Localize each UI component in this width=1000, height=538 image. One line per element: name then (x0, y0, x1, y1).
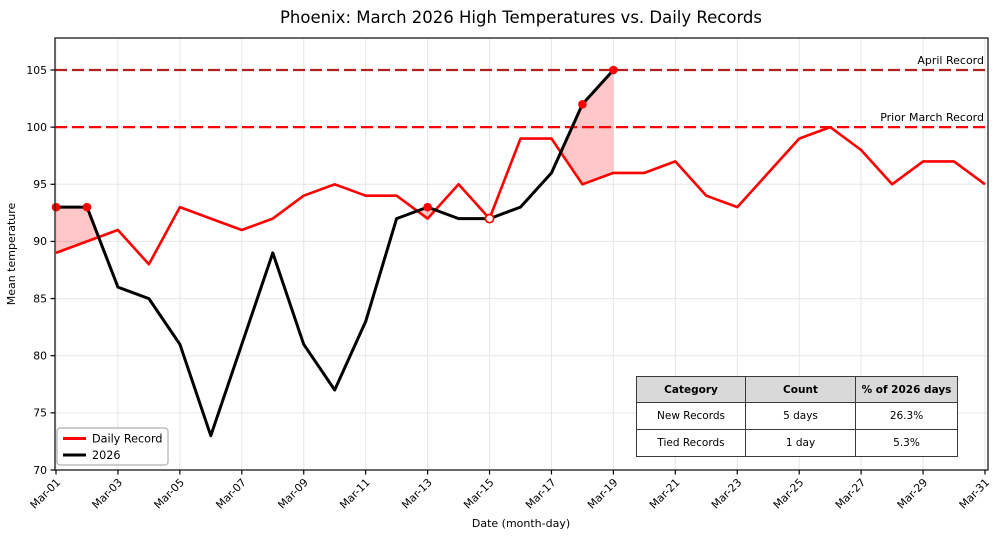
table-cell: 1 day (745, 429, 856, 457)
chart-title: Phoenix: March 2026 High Temperatures vs… (280, 8, 762, 27)
table-body: New Records 5 days 26.3% Tied Records 1 day 5… (636, 402, 958, 457)
table-cell: 26.3% (855, 402, 958, 430)
table-header-cell: Count (745, 376, 856, 403)
y-tick-label: 70 (33, 464, 47, 477)
tied-record-marker (484, 213, 495, 224)
reference-line-labels: April Record Prior March Record (880, 54, 984, 124)
legend-item-label: 2026 (92, 449, 120, 462)
tick-marks (50, 69, 986, 475)
y-tick-label: 105 (26, 64, 47, 77)
new-record-marker (578, 99, 587, 109)
series-lines (55, 68, 986, 438)
table-header-row: Category Count% of 2026 days (636, 376, 958, 403)
year-2026-line (56, 68, 615, 438)
table-row: New Records 5 days 26.3% (636, 402, 958, 430)
table-cell: 5.3% (855, 429, 958, 457)
record-markers (51, 65, 618, 224)
table-cell: 5 days (745, 402, 856, 430)
new-record-marker (51, 202, 61, 212)
y-tick-label: 80 (33, 350, 47, 363)
record-exceed-region (56, 207, 99, 253)
table-header: Category Count% of 2026 days (636, 376, 958, 403)
y-tick-label: 90 (33, 235, 47, 248)
y-tick-labels: 70 75 80 85 90 95 100 105 (26, 64, 47, 477)
summary-table: Category Count% of 2026 days New Records 5… (636, 376, 958, 457)
y-tick-label: 95 (33, 178, 47, 191)
new-record-marker (609, 65, 618, 75)
table-cell: Tied Records (636, 429, 746, 457)
legend-item-label: Daily Record (92, 433, 163, 446)
table-header-cell: % of 2026 days (855, 376, 958, 403)
table-row: Tied Records 1 day 5.3% (636, 429, 958, 457)
new-record-marker (82, 202, 92, 212)
table-header-cell: Category (636, 376, 746, 403)
reference-line-label: Prior March Record (880, 111, 984, 124)
plot-border (54, 37, 989, 471)
x-axis-label: Date (month-day) (472, 517, 570, 530)
y-tick-label: 75 (33, 407, 47, 420)
reference-lines (55, 68, 988, 129)
table-cell: New Records (636, 402, 746, 430)
new-record-marker (423, 202, 432, 212)
y-tick-label: 100 (26, 121, 47, 134)
reference-line-label: April Record (917, 54, 984, 67)
y-axis-label: Mean temperature (5, 202, 18, 305)
y-tick-label: 85 (33, 292, 47, 305)
legend: Daily Record 2026 (56, 427, 169, 466)
daily-record-line (55, 125, 986, 266)
